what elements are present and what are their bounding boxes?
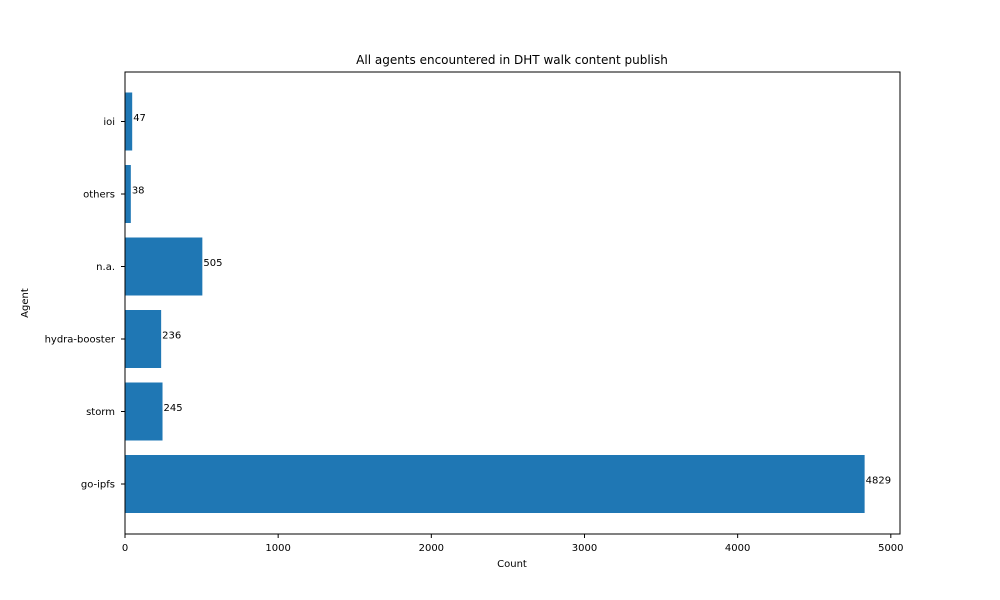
y-tick-label-hydra-booster: hydra-booster	[45, 335, 116, 346]
data-labels-group: 4829 245 236 505 38 47	[132, 113, 891, 487]
x-axis-label: Count	[497, 559, 527, 570]
bar-others	[125, 165, 131, 223]
x-tick-label-2000: 2000	[419, 543, 444, 554]
x-ticks-group: 0 1000 2000 3000 4000 5000	[122, 534, 904, 554]
data-label-ioi: 47	[133, 113, 146, 124]
y-tick-label-ioi: ioi	[103, 117, 115, 128]
x-tick-label-0: 0	[122, 543, 128, 554]
bar-hydra-booster	[125, 310, 162, 368]
bar-storm	[125, 382, 163, 441]
data-label-storm: 245	[164, 403, 183, 414]
x-tick-label-5000: 5000	[878, 543, 903, 554]
data-label-go-ipfs: 4829	[866, 476, 891, 487]
y-tick-label-storm: storm	[86, 407, 115, 418]
bar-go-ipfs	[125, 455, 865, 513]
data-label-others: 38	[132, 186, 145, 197]
bar-ioi	[125, 92, 133, 151]
bar-n-a	[125, 237, 203, 296]
y-tick-label-n-a: n.a.	[96, 262, 115, 273]
bars-group	[125, 92, 865, 513]
y-axis-label: Agent	[20, 288, 31, 318]
x-tick-label-4000: 4000	[725, 543, 750, 554]
chart-title: All agents encountered in DHT walk conte…	[356, 53, 668, 67]
x-tick-label-3000: 3000	[572, 543, 597, 554]
y-tick-label-go-ipfs: go-ipfs	[81, 480, 115, 491]
plot-frame	[124, 71, 901, 535]
data-label-n-a: 505	[203, 258, 222, 269]
y-tick-label-others: others	[83, 190, 115, 201]
x-tick-label-1000: 1000	[265, 543, 290, 554]
data-label-hydra-booster: 236	[162, 331, 181, 342]
y-ticks-group: go-ipfs storm hydra-booster n.a. others ioi	[45, 117, 125, 491]
